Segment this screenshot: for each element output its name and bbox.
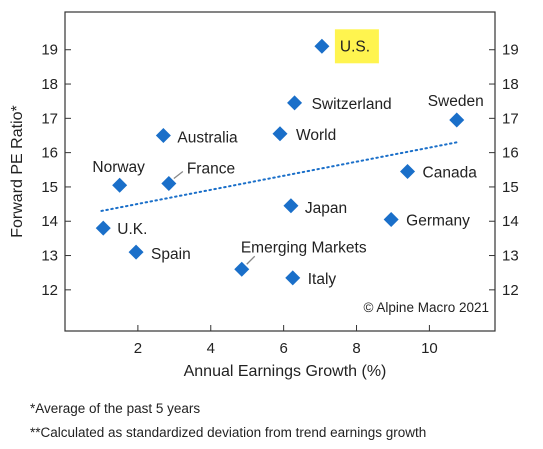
y-tick-label-left: 16 bbox=[41, 145, 58, 162]
point-italy bbox=[285, 270, 301, 286]
x-tick-label: 4 bbox=[207, 340, 215, 357]
x-tick-label: 8 bbox=[352, 340, 360, 357]
y-tick-label-left: 15 bbox=[41, 179, 58, 196]
y-tick-label-right: 13 bbox=[502, 248, 519, 265]
point-switzerland bbox=[287, 95, 303, 111]
point-label-canada: Canada bbox=[423, 165, 478, 182]
x-tick-label: 2 bbox=[134, 340, 142, 357]
y-tick-label-right: 15 bbox=[502, 179, 519, 196]
point-label-u-s: U.S. bbox=[340, 38, 370, 55]
footnote-average: *Average of the past 5 years bbox=[30, 401, 201, 416]
trendline bbox=[100, 141, 458, 212]
point-germany bbox=[383, 212, 399, 228]
point-label-world: World bbox=[296, 127, 336, 144]
point-spain bbox=[128, 244, 144, 260]
point-emerging-markets bbox=[234, 261, 250, 277]
y-tick-label-right: 19 bbox=[502, 42, 519, 59]
y-tick-label-right: 18 bbox=[502, 76, 519, 93]
y-axis-title: Forward PE Ratio* bbox=[9, 105, 26, 238]
point-label-japan: Japan bbox=[305, 200, 347, 217]
point-label-norway: Norway bbox=[92, 159, 145, 176]
y-tick-label-left: 13 bbox=[41, 248, 58, 265]
x-axis-title: Annual Earnings Growth (%) bbox=[184, 363, 387, 380]
point-u-s bbox=[314, 38, 330, 54]
plot-frame bbox=[64, 11, 496, 332]
footnote-standardized: **Calculated as standardized deviation f… bbox=[30, 425, 427, 440]
point-label-emerging-markets: Emerging Markets bbox=[241, 239, 367, 256]
point-canada bbox=[400, 164, 416, 179]
point-label-italy: Italy bbox=[308, 271, 337, 288]
y-tick-label-left: 17 bbox=[41, 110, 58, 127]
point-label-australia: Australia bbox=[177, 129, 238, 146]
scatter-chart: 12 12 13 13 14 14 15 15 16 16 17 17 18 18 19 19 2 4 6 8 10 An… bbox=[9, 11, 519, 380]
x-tick-label: 10 bbox=[421, 340, 438, 357]
y-tick-label-right: 14 bbox=[502, 213, 519, 230]
y-tick-label-left: 19 bbox=[41, 42, 58, 59]
y-tick-label-left: 18 bbox=[41, 76, 58, 93]
point-norway bbox=[112, 177, 128, 193]
y-tick-label-right: 12 bbox=[502, 282, 519, 299]
point-sweden bbox=[449, 112, 465, 128]
credit-annotation: © Alpine Macro 2021 bbox=[363, 300, 489, 315]
y-tick-label-left: 12 bbox=[41, 282, 58, 299]
point-australia bbox=[155, 127, 171, 143]
point-label-switzerland: Switzerland bbox=[312, 96, 392, 113]
highlight-u-s bbox=[334, 29, 379, 64]
point-label-germany: Germany bbox=[406, 213, 470, 230]
leader-line-emerging-markets bbox=[246, 255, 256, 265]
point-france bbox=[161, 176, 177, 192]
leader-line-france bbox=[173, 170, 184, 180]
point-label-spain: Spain bbox=[151, 246, 191, 263]
point-world bbox=[272, 126, 288, 142]
x-tick-label: 6 bbox=[279, 340, 287, 357]
y-tick-label-right: 17 bbox=[502, 110, 519, 127]
point-u-k bbox=[95, 220, 111, 236]
point-label-france: France bbox=[187, 161, 235, 178]
point-label-u-k: U.K. bbox=[117, 221, 147, 238]
point-japan bbox=[283, 198, 299, 214]
y-tick-label-left: 14 bbox=[41, 213, 58, 230]
y-tick-label-right: 16 bbox=[502, 145, 519, 162]
point-label-sweden: Sweden bbox=[428, 93, 484, 110]
